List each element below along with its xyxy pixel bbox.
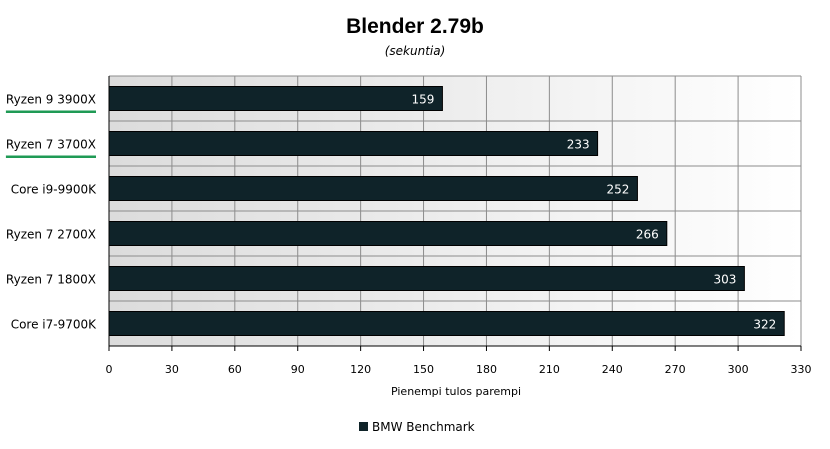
x-tick-label: 60	[228, 363, 242, 376]
x-tick-label: 300	[728, 363, 749, 376]
bar	[108, 221, 668, 246]
data-label: 322	[753, 318, 776, 332]
x-axis-label: Pienempi tulos parempi	[391, 385, 521, 398]
chart-title: Blender 2.79b	[346, 15, 484, 38]
x-tick-label: 210	[539, 363, 560, 376]
bar	[108, 266, 745, 291]
x-tick-label: 270	[665, 363, 686, 376]
highlight-underline	[5, 110, 96, 113]
data-label: 159	[412, 93, 435, 107]
category-label: Core i9-9900K	[11, 183, 97, 197]
legend-swatch	[359, 422, 368, 431]
category-label: Core i7-9700K	[11, 318, 97, 332]
category-labels: Ryzen 9 3900X Ryzen 7 3700X Core i9-9900K R…	[5, 93, 97, 332]
category-label: Ryzen 7 2700X	[6, 228, 96, 242]
chart-subtitle: (sekuntia)	[385, 44, 446, 58]
x-tick-label: 120	[350, 363, 371, 376]
data-label: 233	[567, 138, 590, 152]
x-tick-label: 150	[413, 363, 434, 376]
x-tick-label: 30	[165, 363, 179, 376]
legend-label: BMW Benchmark	[372, 420, 475, 434]
category-label: Ryzen 7 3700X	[6, 138, 96, 152]
bar	[108, 176, 638, 201]
bar	[108, 86, 443, 111]
category-label: Ryzen 7 1800X	[6, 273, 96, 287]
x-axis-ticks: 0 30 60 90 120 150 180 210 240 270 300 330	[106, 346, 812, 376]
bar	[108, 311, 785, 336]
data-label: 252	[607, 183, 630, 197]
x-tick-label: 240	[602, 363, 623, 376]
bar	[108, 131, 599, 156]
category-label: Ryzen 9 3900X	[6, 93, 96, 107]
x-tick-label: 90	[291, 363, 305, 376]
data-label: 303	[713, 273, 736, 287]
x-tick-label: 330	[791, 363, 812, 376]
x-tick-label: 180	[476, 363, 497, 376]
legend: BMW Benchmark	[359, 420, 475, 434]
grid-lines	[109, 75, 802, 347]
data-label: 266	[636, 228, 659, 242]
x-tick-label: 0	[106, 363, 113, 376]
bars: 159 233 252 266 303 322	[108, 86, 785, 336]
highlight-underline	[5, 155, 96, 158]
